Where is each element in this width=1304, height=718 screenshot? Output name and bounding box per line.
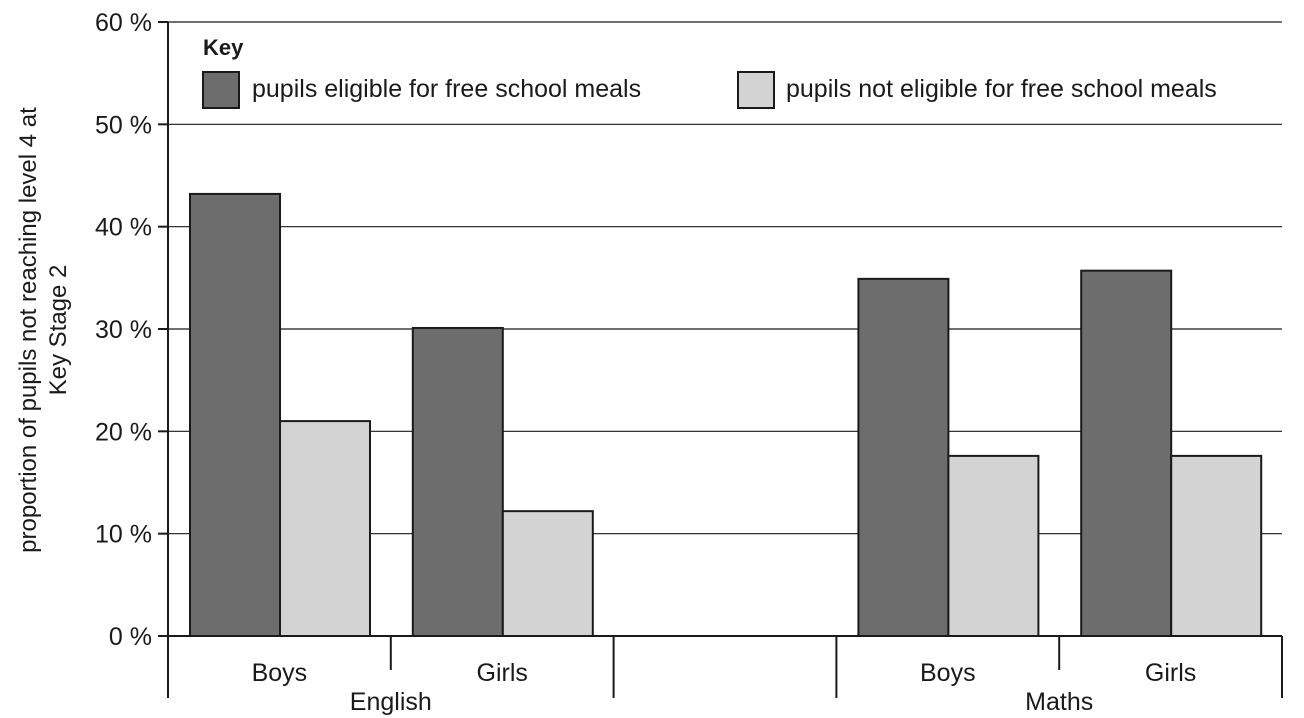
legend-label-eligible: pupils eligible for free school meals [252,75,641,103]
bar-eligible [411,326,504,637]
y-axis-label-line-2: Key Stage 2 [45,265,72,396]
bar-not-eligible [947,454,1040,638]
y-tick-label: 0 % [109,623,152,651]
x-category-label: Boys [920,659,976,687]
x-category-labels: Boys Girls Boys Girls English Maths [167,636,1283,716]
x-category-label: Boys [252,659,308,687]
legend: Key pupils eligible for free school meal… [202,35,1217,109]
bar-not-eligible [501,510,594,637]
bar-not-eligible [279,420,371,637]
y-tick-label: 30 % [95,316,152,344]
x-category-label: Girls [1145,659,1196,687]
bar-not-eligible [1170,454,1263,638]
y-tick-label: 10 % [95,521,152,549]
bars [189,192,1263,638]
bar-eligible [857,277,950,637]
x-group-label: English [350,688,432,716]
bar-eligible [1080,269,1173,637]
y-tick-label: 20 % [95,418,152,446]
y-axis-label-line-1: proportion of pupils not reaching level … [15,107,42,553]
legend-swatch-eligible [202,71,240,109]
y-axis-label: proportion of pupils not reaching level … [15,107,72,553]
legend-label-not-eligible: pupils not eligible for free school meal… [786,75,1217,103]
y-tick-label: 40 % [95,214,152,242]
bar-eligible [189,192,281,637]
y-tick-label: 60 % [95,9,152,37]
x-group-label: Maths [1025,688,1093,716]
legend-title: Key [203,35,244,60]
legend-swatch-not-eligible [737,71,775,109]
y-tick-label: 50 % [95,111,152,139]
x-category-label: Girls [477,659,528,687]
y-ticks: 0 % 10 % 20 % 30 % 40 % 50 % 60 % [95,9,168,651]
